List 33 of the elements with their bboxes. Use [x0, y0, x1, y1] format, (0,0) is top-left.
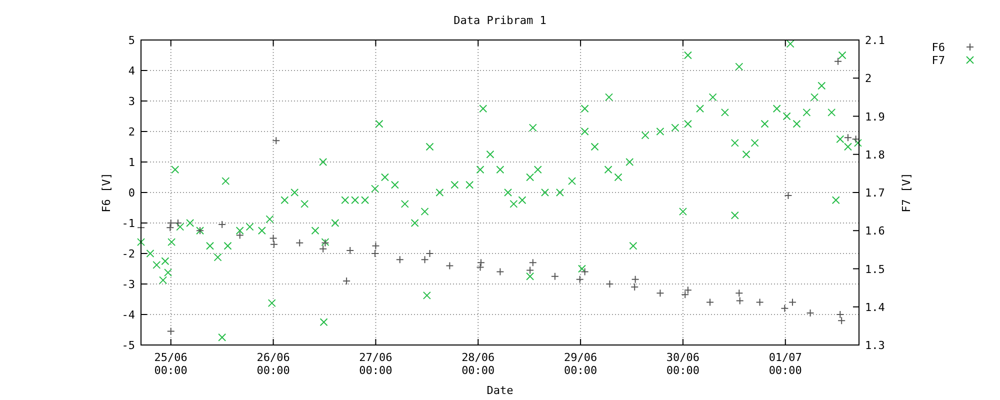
y-tick-label: -1	[122, 217, 135, 230]
x-tick-label: 27/06 00:00	[359, 351, 392, 377]
legend-label: F6	[932, 41, 945, 54]
legend-label: F7	[932, 54, 945, 67]
y2-tick-label: 1.6	[865, 224, 885, 238]
x-tick-label: 29/06 00:00	[564, 351, 598, 377]
x-tick-label: 28/06 00:00	[462, 351, 495, 377]
y-tick-label: 4	[128, 64, 136, 78]
x-tick-label: 30/06 00:00	[666, 351, 700, 377]
y2-tick-label: 2.1	[865, 34, 885, 47]
y-tick-label: 0	[128, 186, 135, 200]
y2-tick-label: 2	[865, 72, 872, 86]
x-axis-title: Date	[486, 384, 514, 397]
y2-tick-label: 1.4	[865, 300, 886, 314]
y-tick-label: -2	[122, 248, 135, 260]
y2-tick-label: 1.7	[865, 186, 885, 200]
y2-axis-title: F7 [V]	[900, 172, 913, 212]
y2-tick-label: 1.8	[865, 148, 885, 162]
y2-tick-label: 1.3	[865, 339, 885, 352]
x-tick-label: 25/06 00:00	[154, 351, 188, 377]
x-tick-label: 01/07 00:00	[768, 351, 802, 377]
y2-tick-label: 1.9	[865, 110, 885, 124]
y-tick-label: -5	[122, 339, 135, 352]
y-tick-label: 2	[128, 126, 135, 138]
y-tick-label: 5	[128, 34, 135, 47]
x-tick-label: 26/06 00:00	[256, 351, 290, 377]
y2-tick-label: 1.5	[865, 262, 885, 276]
y-tick-label: 3	[128, 95, 135, 108]
chart-title: Data Pribram 1	[454, 14, 546, 27]
y-axis-title: F6 [V]	[100, 172, 113, 212]
y-tick-label: -3	[122, 278, 135, 291]
y-tick-label: 1	[128, 156, 135, 169]
y-tick-label: -4	[122, 308, 136, 322]
